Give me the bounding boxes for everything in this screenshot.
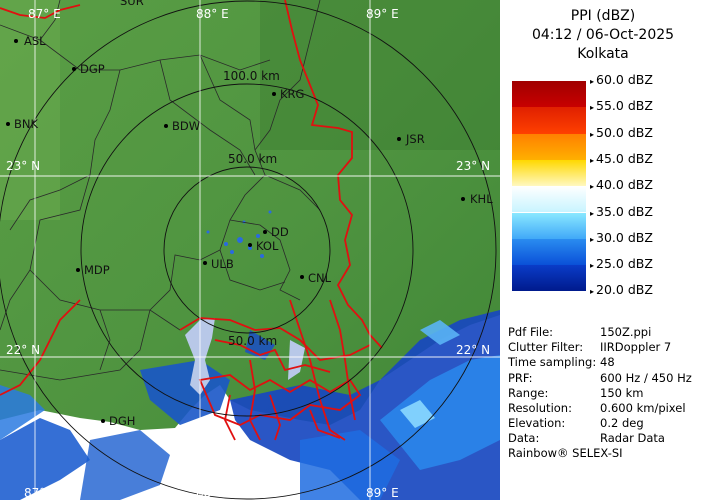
info-row: Range: 150 km	[508, 385, 643, 400]
legend-swatch	[512, 159, 586, 187]
range-ring-50km	[163, 166, 331, 334]
place-krg: KRG	[280, 87, 304, 101]
legend-label-text: 50.0 dBZ	[596, 124, 653, 140]
info-key: PRF:	[508, 370, 533, 385]
legend-label-text: 35.0 dBZ	[596, 203, 653, 219]
legend-swatch	[512, 212, 586, 239]
place-cnl: CNL	[308, 271, 332, 285]
product-title: PPI (dBZ)	[570, 8, 636, 24]
place-asl: ASL	[24, 34, 46, 48]
lat-label-23-right: 23° N	[456, 159, 490, 173]
lon-label-88-bottom: 88° E	[196, 486, 229, 500]
info-panel: PPI (dBZ) 04:12 / 06-Oct-2025 Kolkata ▸ 6…	[500, 0, 706, 500]
info-value: 48	[600, 355, 615, 370]
range-ring-100km	[80, 83, 414, 417]
info-key: Data:	[508, 431, 540, 446]
info-value: IIRDoppler 7	[600, 340, 672, 355]
place-dgp: DGP	[80, 62, 105, 76]
station-name: Kolkata	[577, 46, 629, 62]
triangle-marker-icon: ▸	[590, 129, 595, 139]
legend-label-text: 40.0 dBZ	[596, 177, 653, 193]
lon-label-89-bottom: 89° E	[366, 486, 399, 500]
info-row: PRF: 600 Hz / 450 Hz	[508, 370, 692, 385]
info-key: Pdf File:	[508, 325, 554, 339]
lat-label-22-right: 22° N	[456, 343, 490, 357]
range-ring-150km	[0, 0, 497, 500]
footer-credit: Rainbow® SELEX-SI	[508, 446, 623, 460]
place-bdw: BDW	[172, 119, 200, 133]
legend-label: ▸ 40.0 dBZ	[590, 177, 653, 192]
legend-label: ▸ 60.0 dBZ	[590, 72, 653, 87]
triangle-marker-icon: ▸	[590, 234, 595, 244]
lat-label-23-left: 23° N	[6, 159, 40, 173]
place-bnk: BNK	[14, 117, 38, 131]
legend-label: ▸ 25.0 dBZ	[590, 256, 653, 271]
radar-map: 87° E 88° E 89° E 87° E 88° E 89° E 23° …	[0, 0, 500, 500]
triangle-marker-icon: ▸	[590, 287, 595, 297]
legend-label-text: 60.0 dBZ	[596, 72, 653, 87]
info-value: 150Z.ppi	[600, 325, 652, 339]
triangle-marker-icon: ▸	[590, 155, 595, 165]
legend-swatch	[512, 107, 586, 134]
ring-label-100km: 100.0 km	[223, 69, 280, 83]
place-dgh: DGH	[109, 414, 135, 428]
ring-label-50km-north: 50.0 km	[228, 152, 277, 166]
timestamp: 04:12 / 06-Oct-2025	[531, 27, 675, 43]
lat-label-22-left: 22° N	[6, 343, 40, 357]
info-row: Pdf File: 150Z.ppi	[508, 325, 651, 339]
legend-label: ▸ 30.0 dBZ	[590, 230, 653, 245]
triangle-marker-icon: ▸	[590, 77, 595, 86]
legend-swatch	[512, 133, 586, 160]
info-row: Clutter Filter: IIRDoppler 7	[508, 340, 671, 355]
ring-label-50km-south: 50.0 km	[228, 334, 277, 348]
info-key: Clutter Filter:	[508, 340, 584, 355]
place-mdp: MDP	[84, 263, 110, 277]
legend-swatch	[512, 265, 586, 292]
info-row: Time sampling: 48	[508, 355, 615, 370]
place-kol: KOL	[256, 239, 279, 253]
legend-label: ▸ 50.0 dBZ	[590, 125, 653, 140]
info-value: Radar Data	[600, 431, 665, 446]
legend-label-text: 55.0 dBZ	[596, 98, 653, 114]
info-row: Resolution: 0.600 km/pixel	[508, 401, 686, 415]
place-khl: KHL	[470, 192, 493, 206]
legend-label: ▸ 20.0 dBZ	[590, 282, 653, 297]
legend-label-text: 30.0 dBZ	[596, 229, 653, 245]
range-rings	[0, 0, 497, 500]
place-dd: DD	[271, 225, 289, 239]
lon-label-88-top: 88° E	[196, 7, 229, 21]
place-ulb: ULB	[211, 257, 234, 271]
info-row: Elevation: 0.2 deg	[508, 416, 644, 431]
info-value: 150 km	[600, 385, 644, 400]
lon-label-89-top: 89° E	[366, 7, 399, 21]
info-key: Range:	[508, 385, 549, 400]
legend-swatch	[512, 186, 586, 213]
legend-label: ▸ 55.0 dBZ	[590, 98, 653, 113]
legend-swatch	[512, 81, 586, 108]
triangle-marker-icon: ▸	[590, 208, 595, 218]
info-key: Elevation:	[508, 416, 566, 431]
place-markers: SUR ASL DGP BNK KRG BDW JSR KHL DD KOL U…	[6, 0, 493, 428]
legend-label-text: 25.0 dBZ	[596, 256, 653, 272]
triangle-marker-icon: ▸	[590, 182, 595, 192]
latlong-grid	[0, 0, 500, 500]
legend-swatch	[512, 238, 586, 266]
info-value: 0.600 km/pixel	[600, 401, 686, 415]
lon-label-87-bottom: 87° E	[24, 486, 57, 500]
legend-label-text: 45.0 dBZ	[596, 150, 653, 166]
lon-label-87-top: 87° E	[28, 7, 61, 21]
info-row: Data: Radar Data	[508, 431, 665, 446]
legend-label-text: 20.0 dBZ	[596, 282, 653, 298]
place-jsr: JSR	[405, 132, 425, 146]
info-value: 0.2 deg	[600, 416, 644, 431]
info-key: Resolution:	[508, 401, 572, 415]
info-value: 600 Hz / 450 Hz	[600, 370, 692, 385]
info-key: Time sampling:	[508, 355, 597, 370]
legend-label: ▸ 45.0 dBZ	[590, 151, 653, 166]
place-sur: SUR	[120, 0, 144, 8]
triangle-marker-icon: ▸	[590, 261, 595, 271]
triangle-marker-icon: ▸	[590, 103, 595, 113]
legend-label: ▸ 35.0 dBZ	[590, 204, 653, 219]
